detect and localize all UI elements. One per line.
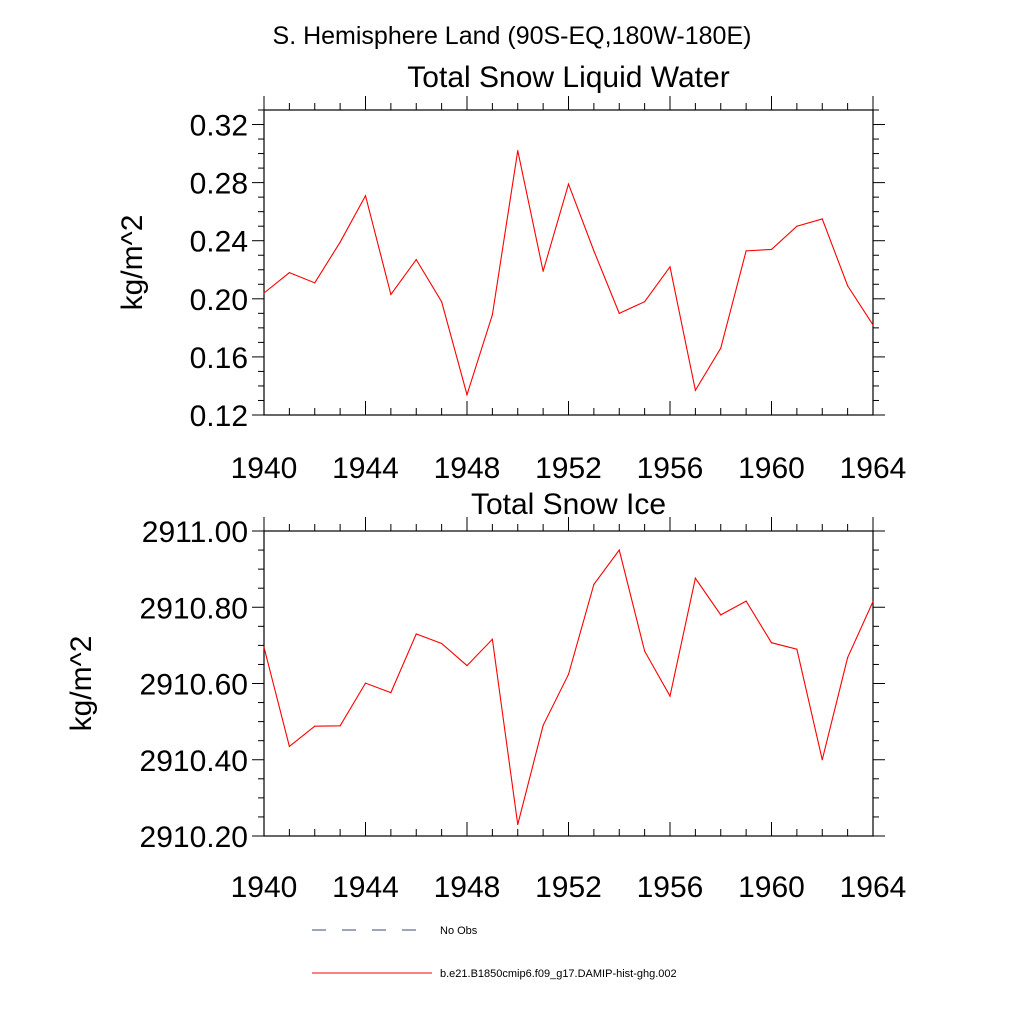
x-tick-label: 1960 [738, 871, 805, 904]
y-axis-label: kg/m^2 [65, 636, 98, 732]
data-point [745, 250, 747, 252]
data-point [517, 150, 519, 152]
data-point [314, 725, 316, 727]
data-point [821, 759, 823, 761]
legend: No Obs b.e21.B1850cmip6.f09_g17.DAMIP-hi… [312, 925, 677, 980]
x-tick-label: 1952 [535, 452, 602, 485]
data-point [644, 650, 646, 652]
data-point [770, 248, 773, 251]
y-axis-label: kg/m^2 [116, 215, 149, 311]
data-point [364, 682, 367, 684]
panel-title: Total Snow Ice [471, 488, 666, 521]
y-tick-label: 2910.80 [140, 592, 248, 625]
data-point [567, 673, 570, 675]
x-tick-label: 1940 [231, 452, 298, 485]
data-point [669, 266, 671, 268]
y-tick-label: 2910.60 [140, 669, 248, 702]
data-point [618, 549, 620, 551]
data-point [720, 614, 722, 616]
data-point [517, 823, 519, 826]
data-point [872, 324, 874, 326]
y-tick-label: 0.20 [190, 284, 248, 317]
data-point [415, 633, 417, 635]
y-tick-label: 2910.20 [140, 821, 248, 854]
x-tick-label: 1940 [231, 871, 298, 904]
figure-title: S. Hemisphere Land (90S-EQ,180W-180E) [273, 22, 752, 50]
series-line [263, 548, 874, 825]
data-point [542, 724, 544, 727]
data-point [694, 577, 696, 579]
data-point [441, 301, 443, 303]
data-point [364, 195, 367, 197]
x-tick-label: 1948 [434, 871, 501, 904]
panel-snow-liquid-water: Total Snow Liquid Water 1940 1944 1948 1952 1… [116, 61, 906, 485]
x-tick-label: 1956 [637, 452, 704, 485]
data-point [821, 218, 823, 220]
data-point [644, 301, 646, 303]
data-point [491, 314, 493, 316]
y-tick-label: 0.28 [190, 168, 248, 201]
data-point [669, 695, 671, 697]
data-point [491, 638, 493, 640]
plot-frame [263, 109, 874, 416]
data-point [796, 648, 798, 650]
data-point [263, 292, 265, 294]
x-tick-label: 1944 [332, 452, 399, 485]
data-point [745, 600, 747, 602]
data-point [720, 347, 722, 349]
x-tick-label: 1944 [332, 871, 399, 904]
plot-frame [263, 530, 874, 837]
data-point [441, 642, 443, 645]
data-point [872, 600, 874, 603]
data-point [542, 270, 544, 272]
data-point [415, 259, 417, 261]
data-point [263, 646, 265, 648]
data-point [466, 664, 468, 667]
data-point [770, 642, 773, 644]
panel-title: Total Snow Liquid Water [407, 61, 729, 94]
data-point [339, 725, 341, 727]
y-tick-label: 2911.00 [142, 516, 248, 549]
data-point [694, 389, 696, 391]
data-point [847, 656, 849, 659]
y-tick-label: 0.16 [190, 342, 248, 375]
x-tick-label: 1964 [840, 452, 907, 485]
x-tick-label: 1956 [637, 871, 704, 904]
x-tick-label: 1948 [434, 452, 501, 485]
legend-model-label: b.e21.B1850cmip6.f09_g17.DAMIP-hist-ghg.… [440, 968, 677, 980]
panel-snow-ice: Total Snow Ice 1940 1944 1948 1952 1956 1960 19… [65, 488, 906, 904]
data-point [593, 583, 595, 585]
y-tick-label: 2910.40 [140, 745, 248, 778]
data-point [466, 394, 468, 396]
x-tick-label: 1960 [738, 452, 805, 485]
legend-obs-label: No Obs [440, 925, 478, 937]
series-line [263, 150, 874, 397]
data-point [618, 312, 620, 314]
x-tick-label: 1964 [840, 871, 907, 904]
data-point [390, 692, 392, 694]
data-point [593, 250, 595, 252]
data-point [567, 183, 570, 185]
data-point [796, 225, 798, 227]
y-tick-label: 0.24 [190, 226, 248, 259]
y-tick-label: 0.12 [190, 400, 248, 433]
data-point [314, 282, 316, 284]
x-tick-label: 1952 [535, 871, 602, 904]
data-point [288, 745, 290, 748]
data-point [288, 272, 290, 274]
data-point [339, 241, 341, 243]
y-tick-label: 0.32 [190, 110, 248, 143]
data-point [847, 285, 849, 287]
data-point [390, 293, 392, 296]
